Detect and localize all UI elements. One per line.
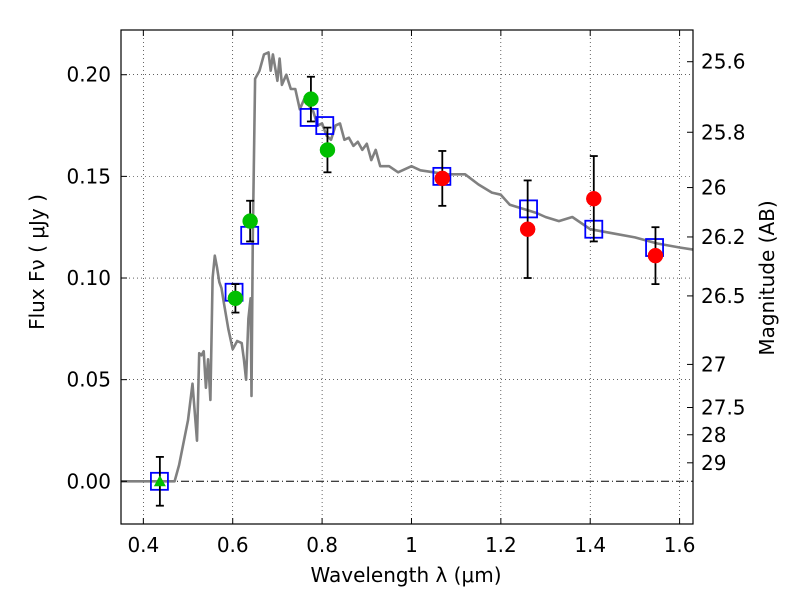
x-tick-label: 0.8: [306, 533, 338, 557]
magnitude-tick-label: 26.2: [701, 225, 746, 249]
observed-flux-point: [647, 247, 664, 264]
model-photometry-point: [315, 116, 335, 135]
magnitude-tick-label: 25.6: [701, 50, 746, 74]
observed-flux-point: [303, 91, 319, 107]
x-tick-label: 1.6: [664, 533, 696, 557]
observed-flux-point: [242, 213, 258, 229]
magnitude-tick-label: 27.5: [701, 396, 746, 420]
y-tick-label: 0.15: [66, 164, 111, 188]
y-tick-label: 0.05: [66, 368, 111, 392]
observed-flux-point: [519, 221, 536, 237]
right-axis-label: Magnitude (AB): [755, 200, 779, 355]
observed-flux-point: [319, 142, 336, 158]
x-tick-label: 0.4: [127, 533, 159, 557]
model-spectrum-line: [121, 51, 693, 483]
magnitude-tick-label: 26: [701, 176, 726, 200]
y-axis-label: Flux Fν ( μJy ): [25, 194, 49, 330]
magnitude-tick-label: 27: [701, 352, 726, 376]
magnitude-tick-label: 29: [701, 451, 726, 475]
x-ticks-layer: 0.4 0.6 0.8 1 1.2 1.4 1.6: [127, 30, 696, 557]
grid-layer: [121, 30, 693, 524]
magnitude-tick-label: 26.5: [701, 284, 746, 308]
magnitude-ticks-layer: 25.6 25.8 26 26.2 26.5 27 27.5 28 29: [687, 50, 746, 475]
series-layer: [121, 51, 693, 507]
y-tick-label: 0.20: [66, 63, 111, 87]
y-tick-label: 0.00: [66, 469, 111, 493]
upper-limit-point: [153, 475, 166, 487]
plot-frame: [120, 29, 694, 525]
observed-flux-point: [227, 290, 244, 307]
magnitude-tick-label: 25.8: [701, 120, 746, 144]
observed-flux-point: [434, 170, 451, 187]
magnitude-tick-label: 28: [701, 423, 726, 447]
y-tick-label: 0.10: [66, 266, 111, 290]
y-ticks-layer: 0.00 0.05 0.10 0.15 0.20: [66, 63, 127, 493]
x-tick-label: 1.2: [485, 533, 517, 557]
x-tick-label: 0.6: [217, 533, 249, 557]
x-tick-label: 1: [405, 533, 418, 557]
x-axis-label: Wavelength λ (μm): [310, 563, 501, 587]
x-tick-label: 1.4: [574, 533, 606, 557]
observed-flux-point: [586, 190, 602, 207]
